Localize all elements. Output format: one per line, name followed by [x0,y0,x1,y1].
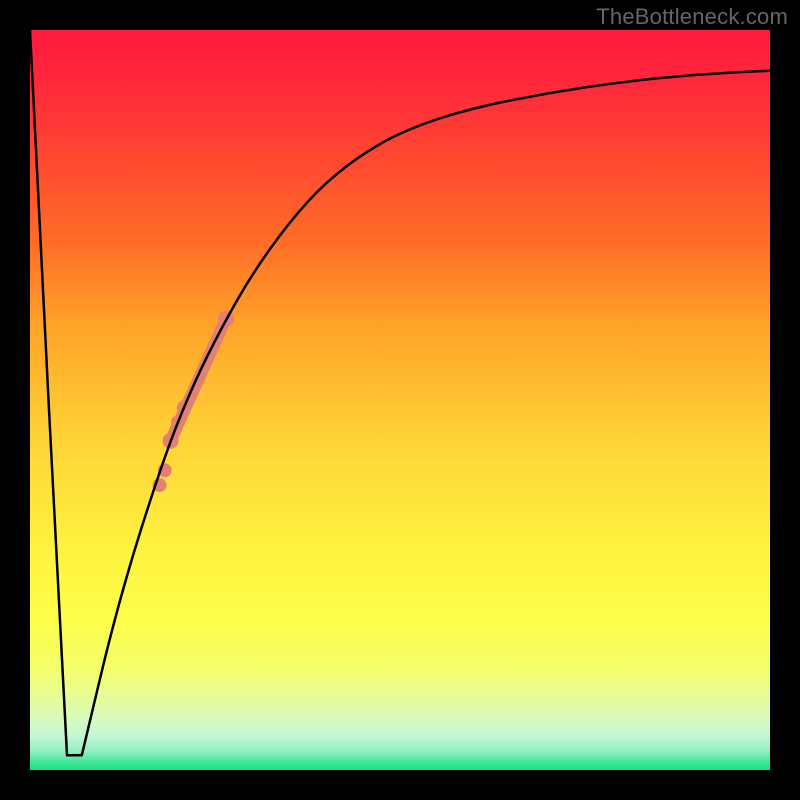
chart-container: TheBottleneck.com [0,0,800,800]
watermark-text: TheBottleneck.com [596,4,788,30]
bottleneck-chart [0,0,800,800]
chart-background [30,30,770,770]
